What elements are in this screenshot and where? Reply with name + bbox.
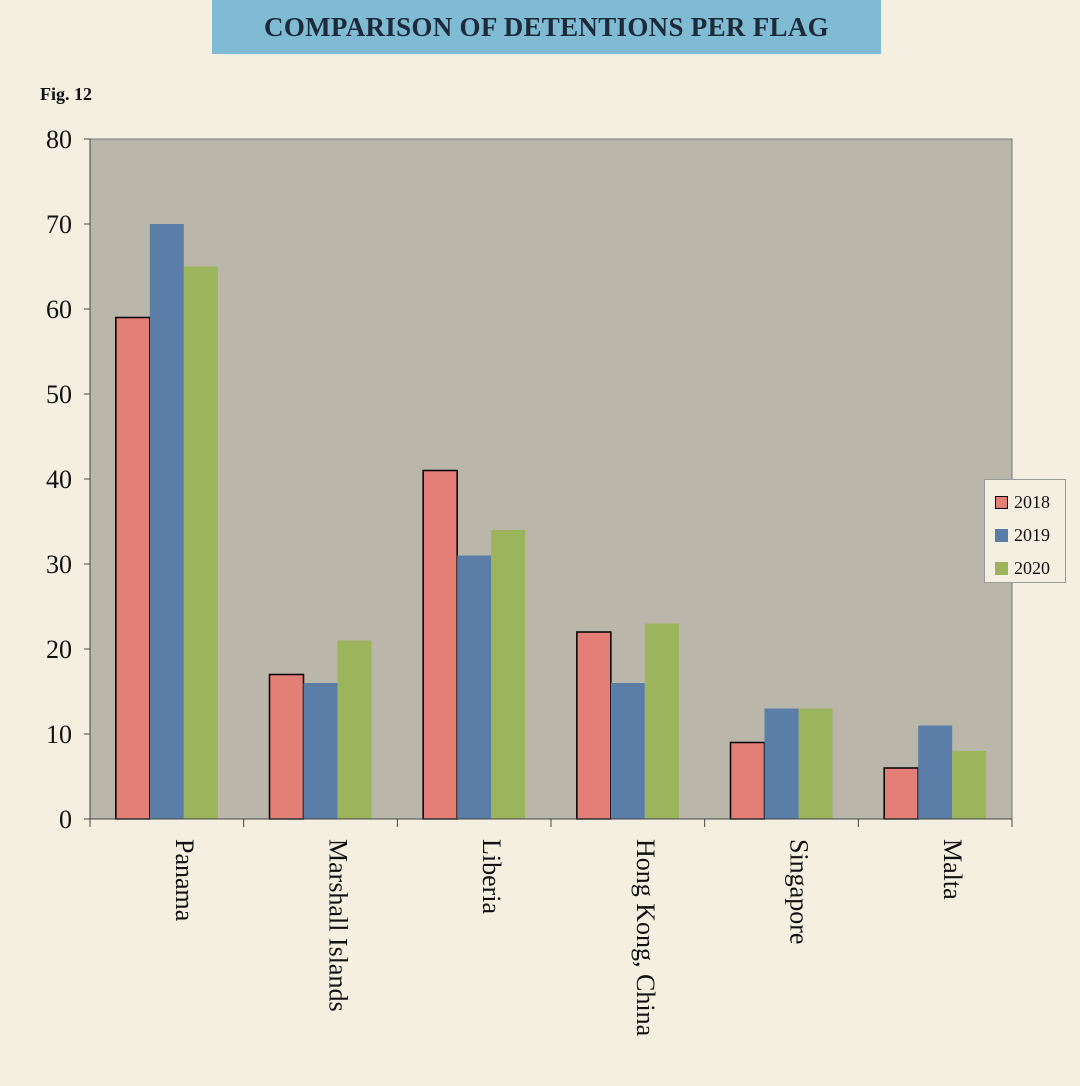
bar-2018-malta: [883, 767, 919, 820]
bar-2020-singapore: [798, 708, 833, 819]
y-tick-label: 80: [46, 125, 72, 154]
y-tick-label: 0: [59, 805, 72, 834]
bar-2020-marshall-islands: [337, 640, 372, 819]
legend-item-2020: 2020: [985, 552, 1065, 585]
title-banner: COMPARISON OF DETENTIONS PER FLAG: [212, 0, 881, 54]
bar-2018-marshall-islands: [268, 673, 305, 820]
bar-2018-singapore: [729, 741, 766, 820]
chart-legend: 2018 2019 2020: [984, 479, 1066, 583]
y-tick-label: 60: [46, 295, 72, 324]
legend-swatch-2018: [995, 496, 1008, 509]
bar-2018-panama: [115, 316, 151, 820]
bar-2019-panama: [149, 224, 184, 819]
bar-2018-liberia: [422, 469, 458, 820]
plot-area: [89, 138, 1013, 820]
chart-title: COMPARISON OF DETENTIONS PER FLAG: [264, 11, 829, 42]
y-tick-label: 70: [46, 210, 72, 239]
legend-item-2019: 2019: [985, 519, 1065, 552]
legend-item-2018: 2018: [985, 486, 1065, 519]
bar-2019-marshall-islands: [303, 683, 338, 819]
bar-2018-hong-kong-china: [576, 631, 612, 820]
y-tick-label: 30: [46, 550, 72, 579]
y-tick-label: 50: [46, 380, 72, 409]
bar-2020-malta: [952, 751, 987, 819]
y-tick-label: 10: [46, 720, 72, 749]
legend-label-2019: 2019: [1014, 525, 1050, 545]
legend-swatch-2019: [995, 529, 1008, 542]
x-category-label: Hong Kong, China: [631, 839, 660, 1037]
x-category-label: Liberia: [477, 839, 506, 915]
y-tick-label: 20: [46, 635, 72, 664]
bar-2020-panama: [183, 266, 218, 819]
x-category-label: Panama: [170, 839, 199, 922]
bar-2019-singapore: [764, 708, 799, 819]
x-category-label: Marshall Islands: [324, 839, 353, 1012]
legend-label-2020: 2020: [1014, 558, 1050, 578]
legend-label-2018: 2018: [1014, 492, 1050, 512]
figure-number: Fig. 12: [40, 84, 92, 104]
bar-2020-liberia: [491, 530, 526, 819]
x-category-label: Singapore: [785, 839, 814, 944]
bar-2019-hong-kong-china: [610, 683, 645, 819]
bar-2019-liberia: [457, 555, 492, 819]
y-tick-label: 40: [46, 465, 72, 494]
legend-swatch-2020: [995, 562, 1008, 575]
bar-2019-malta: [918, 725, 953, 819]
x-category-label: Malta: [938, 839, 967, 900]
bar-2020-hong-kong-china: [644, 623, 679, 819]
